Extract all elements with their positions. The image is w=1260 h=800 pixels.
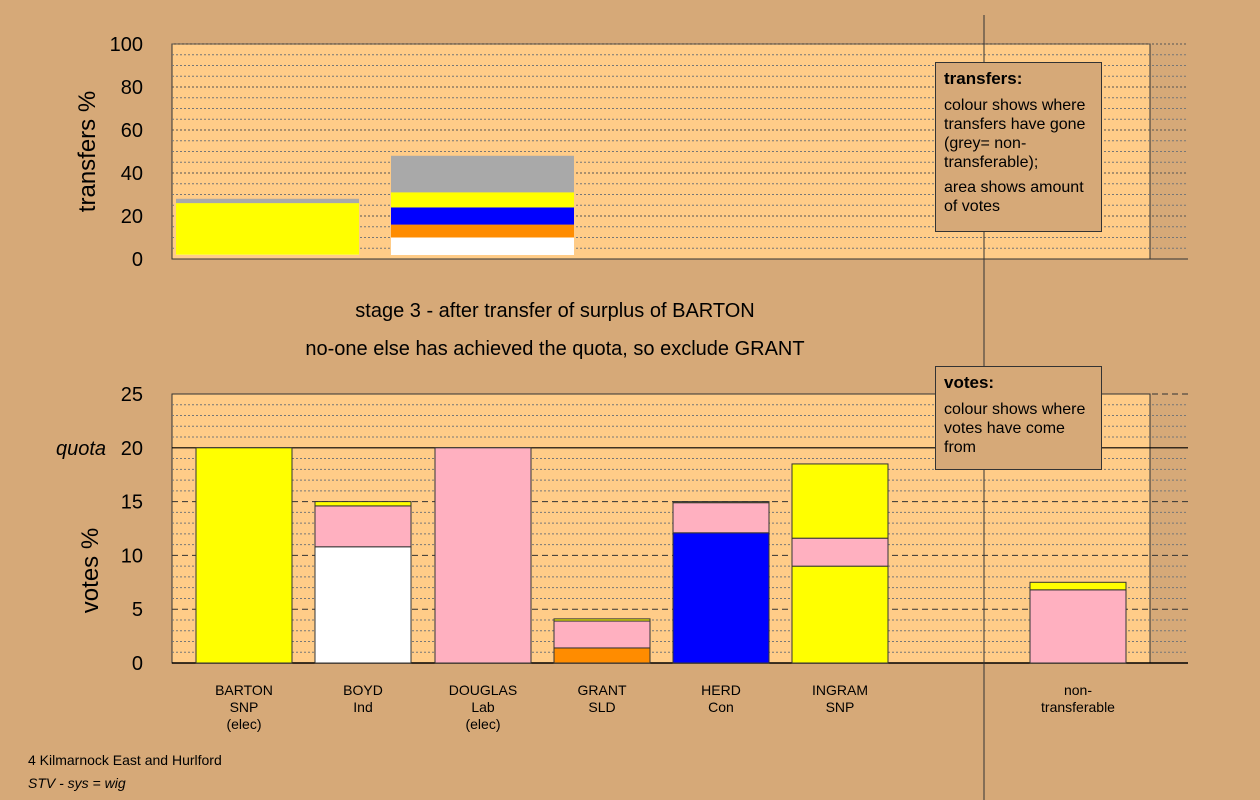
votes-category-label: HERD <box>701 682 741 698</box>
votes-category-label: GRANT <box>578 682 627 698</box>
transfers-y-tick-label: 80 <box>121 77 143 99</box>
votes-legend-line1: colour shows where votes have come from <box>944 401 1086 456</box>
votes-bar-segment <box>314 501 412 507</box>
stage-caption-line2: no-one else has achieved the quota, so e… <box>305 338 805 360</box>
transfers-y-tick-label: 20 <box>121 206 143 228</box>
transfers-y-tick-label: 40 <box>121 163 143 185</box>
stage-caption-line1: stage 3 - after transfer of surplus of B… <box>355 300 755 322</box>
transfers-bar-segment <box>176 203 359 255</box>
votes-bar-segment <box>791 463 889 539</box>
votes-category-label: SNP <box>826 699 855 715</box>
votes-bar-segment <box>195 447 293 664</box>
transfers-y-tick-label: 100 <box>110 34 143 56</box>
votes-category-label: (elec) <box>226 716 261 732</box>
transfers-bar-segment <box>391 155 574 193</box>
transfers-bar-segment <box>391 192 574 208</box>
votes-bar-segment <box>553 620 651 649</box>
votes-category-label: (elec) <box>465 716 500 732</box>
votes-category-label: Lab <box>471 699 495 715</box>
votes-bar-segment <box>314 505 412 548</box>
transfers-legend-title: transfers: <box>944 69 1023 88</box>
votes-category-label: SNP <box>230 699 259 715</box>
votes-bar-segment <box>314 546 412 664</box>
votes-category-label: Con <box>708 699 734 715</box>
votes-bar-segment <box>791 537 889 567</box>
votes-category-label: BARTON <box>215 682 273 698</box>
votes-bar-segment <box>553 618 651 622</box>
votes-bar-segment <box>553 647 651 664</box>
votes-legend: votes: colour shows where votes have com… <box>935 366 1102 470</box>
votes-y-tick-label: 20 <box>121 438 143 460</box>
transfers-legend: transfers: colour shows where transfers … <box>935 62 1102 232</box>
votes-y-tick-label: 25 <box>121 384 143 406</box>
votes-bar-segment <box>434 447 532 664</box>
votes-category-label: SLD <box>588 699 615 715</box>
transfers-bar-segment <box>176 198 359 204</box>
transfers-bar-segment <box>391 237 574 255</box>
transfers-legend-line2: area shows amount of votes <box>944 179 1084 215</box>
votes-bar-segment <box>672 501 770 504</box>
votes-y-tick-label: 0 <box>132 653 143 675</box>
votes-category-label: BOYD <box>343 682 383 698</box>
footer-system: STV - sys = wig <box>28 775 126 791</box>
votes-category-label: transferable <box>1041 699 1115 715</box>
votes-category-label: Ind <box>353 699 372 715</box>
votes-bar-segment <box>672 502 770 534</box>
votes-y-axis-label: votes % <box>77 528 104 613</box>
transfers-bar-segment <box>391 224 574 238</box>
transfers-legend-line1: colour shows where transfers have gone (… <box>944 97 1086 171</box>
votes-y-tick-label: 10 <box>121 545 143 567</box>
votes-bar-segment <box>1029 589 1127 664</box>
votes-y-tick-label: 5 <box>132 599 143 621</box>
votes-category-label: INGRAM <box>812 682 868 698</box>
footer-constituency: 4 Kilmarnock East and Hurlford <box>28 752 222 768</box>
transfers-y-tick-label: 0 <box>132 249 143 271</box>
votes-category-label: DOUGLAS <box>449 682 517 698</box>
transfers-y-tick-label: 60 <box>121 120 143 142</box>
votes-bar-segment <box>1029 581 1127 591</box>
quota-label: quota <box>56 438 106 460</box>
transfers-y-axis-label: transfers % <box>74 91 101 212</box>
votes-bar-segment <box>672 532 770 664</box>
votes-category-label: non- <box>1064 682 1092 698</box>
votes-y-tick-label: 15 <box>121 492 143 514</box>
votes-bar-segment <box>791 565 889 664</box>
votes-legend-title: votes: <box>944 373 995 392</box>
transfers-bar-segment <box>391 207 574 225</box>
